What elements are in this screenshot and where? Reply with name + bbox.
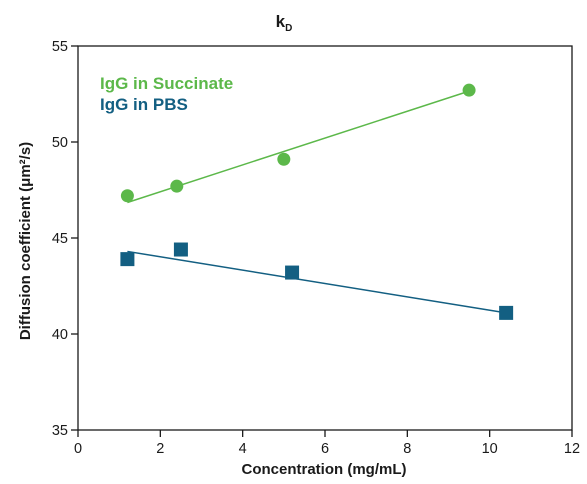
point-series-1-1 bbox=[173, 242, 188, 257]
series-0 bbox=[120, 83, 476, 204]
x-axis-label: Concentration (mg/mL) bbox=[242, 461, 407, 478]
y-tick-label-40: 40 bbox=[52, 327, 68, 343]
x-tick-label-12: 12 bbox=[564, 441, 580, 457]
point-series-1-2 bbox=[285, 265, 300, 280]
point-series-0-3 bbox=[462, 83, 476, 97]
x-tick-label-2: 2 bbox=[156, 441, 164, 457]
y-axis-ticks: 35 40 45 50 55 bbox=[52, 39, 78, 439]
y-tick-label-50: 50 bbox=[52, 135, 68, 151]
legend-entry-succinate: IgG in Succinate bbox=[100, 74, 233, 93]
y-tick-label-35: 35 bbox=[52, 423, 68, 439]
y-axis-label: Diffusion coefficient (μm²/s) bbox=[17, 142, 34, 340]
x-axis-ticks: 0 2 4 6 8 10 12 bbox=[74, 430, 580, 457]
trend-line-series-0 bbox=[127, 90, 470, 204]
trend-line-series-1 bbox=[127, 250, 507, 314]
point-series-0-0 bbox=[120, 189, 134, 203]
series-1 bbox=[120, 242, 514, 320]
x-tick-label-8: 8 bbox=[403, 441, 411, 457]
point-series-0-1 bbox=[170, 179, 184, 193]
legend-entry-pbs: IgG in PBS bbox=[100, 95, 188, 114]
x-tick-label-4: 4 bbox=[239, 441, 247, 457]
x-tick-label-6: 6 bbox=[321, 441, 329, 457]
y-tick-label-55: 55 bbox=[52, 39, 68, 55]
chart-title: kD bbox=[276, 12, 293, 34]
point-series-1-3 bbox=[499, 305, 514, 320]
point-series-0-2 bbox=[277, 152, 291, 166]
x-tick-label-0: 0 bbox=[74, 441, 82, 457]
series-layer bbox=[120, 83, 514, 320]
point-series-1-0 bbox=[120, 252, 135, 267]
x-tick-label-10: 10 bbox=[482, 441, 498, 457]
y-tick-label-45: 45 bbox=[52, 231, 68, 247]
